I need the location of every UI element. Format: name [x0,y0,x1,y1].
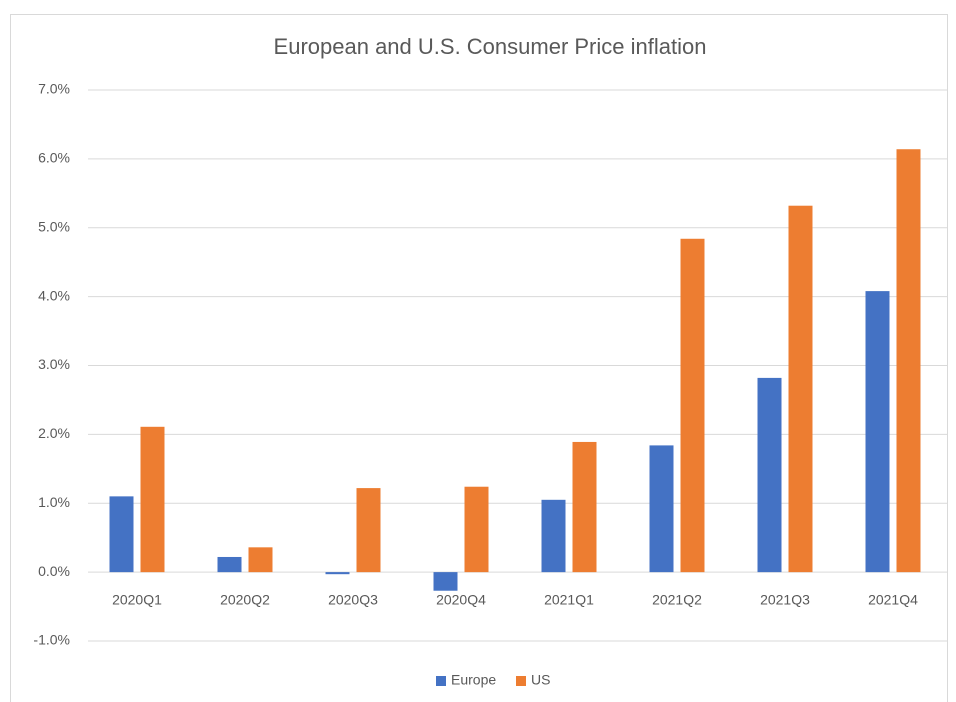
bar [572,441,597,573]
y-tick-label: 3.0% [38,356,70,372]
bar [325,572,350,575]
bar [865,291,890,573]
x-tick-label: 2021Q2 [652,592,702,608]
x-tick-label: 2020Q3 [328,592,378,608]
y-tick-label: 2.0% [38,425,70,441]
bar [109,496,134,573]
x-tick-label: 2020Q1 [112,592,162,608]
x-tick-label: 2021Q1 [544,592,594,608]
bar [649,445,674,573]
bar [896,149,921,573]
y-tick-label: 0.0% [38,563,70,579]
x-tick-label: 2021Q3 [760,592,810,608]
legend-swatch [516,676,526,686]
x-tick-label: 2020Q4 [436,592,486,608]
legend-label: US [531,672,550,688]
bar [541,499,566,573]
y-tick-label: 6.0% [38,150,70,166]
bar [464,486,489,573]
x-tick-label: 2020Q2 [220,592,270,608]
y-tick-label: 4.0% [38,287,70,303]
chart-title: European and U.S. Consumer Price inflati… [274,34,707,59]
bar [356,488,381,573]
bar [680,238,705,573]
bar [217,556,242,573]
bar [788,205,813,573]
x-tick-label: 2021Q4 [868,592,918,608]
bar [140,426,165,573]
bar [757,377,782,573]
y-tick-label: -1.0% [33,632,70,648]
y-tick-label: 1.0% [38,494,70,510]
y-tick-label: 5.0% [38,218,70,234]
legend-label: Europe [451,672,496,688]
legend-swatch [436,676,446,686]
bar [433,572,458,591]
bar [248,547,273,573]
y-tick-label: 7.0% [38,81,70,97]
